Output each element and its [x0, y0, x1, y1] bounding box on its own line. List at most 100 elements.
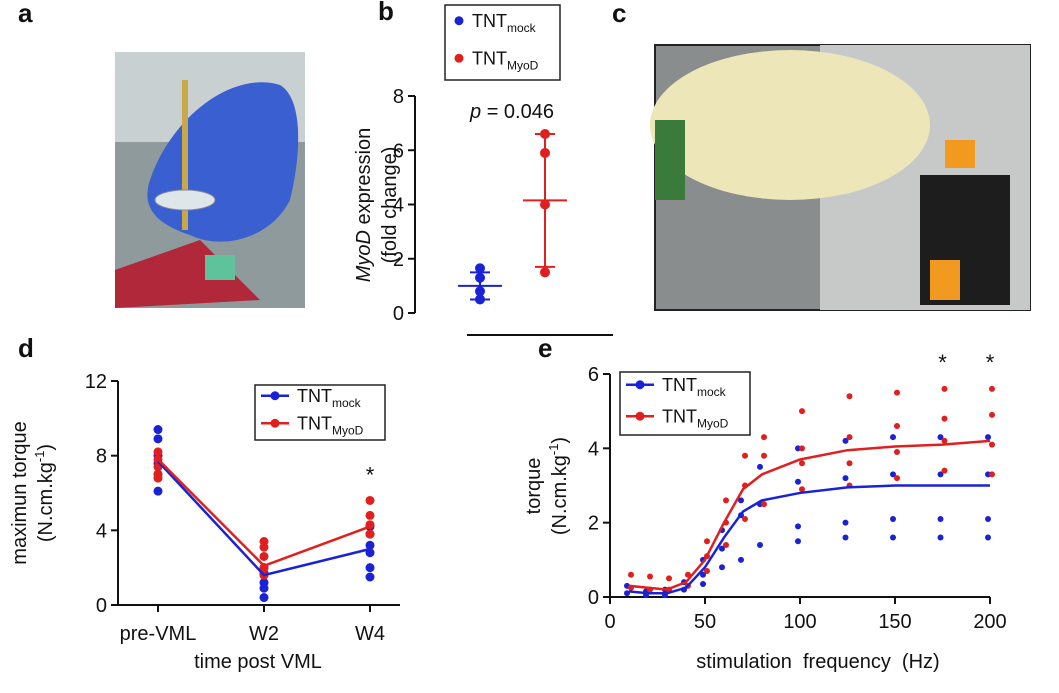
- data-point: [799, 408, 805, 415]
- data-point: [761, 452, 767, 459]
- y-axis-label-text: maximun torque: [9, 421, 31, 564]
- photo-a: [115, 52, 305, 308]
- data-point: [259, 542, 269, 552]
- y-tick-label: 12: [85, 371, 107, 393]
- data-point: [700, 580, 706, 587]
- x-tick-label: W2: [249, 623, 279, 645]
- panel-label: d: [18, 333, 34, 363]
- significance: *: [986, 350, 995, 375]
- data-point: [704, 567, 710, 574]
- p-value-italic: p: [469, 101, 481, 123]
- data-point: [985, 515, 991, 522]
- y-tick-label: 4: [588, 438, 599, 460]
- x-axis-label: time post VML: [194, 651, 322, 673]
- data-point: [937, 515, 944, 522]
- y-tick-label: 0: [588, 587, 599, 609]
- legend-name: TNT: [297, 386, 332, 406]
- x-tick-label: 50: [694, 611, 716, 633]
- legend-subscript: MyoD: [697, 416, 729, 430]
- data-point: [475, 272, 485, 283]
- photo-tube: [205, 255, 235, 280]
- y-axis-label-sup: -1: [32, 451, 47, 463]
- legend-marker: [635, 411, 645, 421]
- significance: *: [366, 462, 375, 487]
- panel-label: b: [378, 0, 394, 26]
- data-point: [540, 128, 550, 139]
- data-point: [890, 471, 896, 478]
- photo-tape: [930, 260, 960, 300]
- data-point: [365, 510, 375, 520]
- legend-marker: [454, 53, 464, 63]
- data-point: [799, 445, 805, 452]
- data-point: [894, 475, 900, 482]
- y-tick-label: 2: [393, 249, 404, 271]
- data-point: [799, 486, 805, 493]
- y-axis-label: (N.cm.kg-1): [32, 444, 57, 542]
- data-point: [842, 534, 849, 541]
- y-tick-label: 6: [588, 364, 599, 386]
- data-point: [937, 471, 944, 478]
- data-point: [365, 540, 375, 550]
- x-tick-label: 200: [973, 611, 1006, 633]
- photo-c: [650, 44, 1031, 311]
- x-axis-label: stimulation frequency (Hz): [696, 651, 939, 673]
- y-tick-label: 6: [393, 140, 404, 162]
- fit-curve: [628, 484, 990, 595]
- legend-label: TNTMyoD: [297, 413, 364, 437]
- legend-marker: [270, 418, 280, 428]
- y-axis-label-text: (N.cm.kg: [549, 455, 571, 535]
- x-tick-label: 0: [604, 611, 615, 633]
- data-point: [738, 497, 744, 504]
- photo-rat: [650, 50, 930, 200]
- data-point: [475, 286, 485, 297]
- p-value-text: = 0.046: [481, 101, 554, 123]
- data-point: [941, 415, 948, 422]
- y-axis-label: maximun torque: [9, 421, 31, 564]
- data-point: [937, 534, 944, 541]
- data-point: [842, 437, 849, 444]
- data-point: [989, 411, 995, 418]
- legend-name: TNT: [662, 375, 697, 395]
- data-point: [761, 434, 767, 441]
- y-tick-label: 4: [393, 195, 404, 217]
- y-axis-label-sup: -1: [546, 444, 561, 456]
- data-point: [742, 515, 748, 522]
- data-point: [890, 534, 896, 541]
- y-tick-label: 0: [96, 595, 107, 617]
- significance: *: [938, 350, 947, 375]
- y-axis-label: (N.cm.kg-1): [546, 437, 571, 535]
- legend-marker: [270, 391, 280, 401]
- data-point: [757, 541, 763, 548]
- data-point: [259, 583, 269, 593]
- data-point: [846, 434, 853, 441]
- fit-curve: [628, 439, 991, 591]
- data-point: [842, 475, 849, 482]
- y-tick-label: 8: [96, 446, 107, 468]
- data-point: [989, 385, 995, 392]
- data-point: [647, 573, 653, 580]
- legend-box: [444, 4, 561, 81]
- data-point: [723, 497, 729, 504]
- y-axis-label-end: ): [549, 437, 571, 444]
- p-value: p = 0.046: [469, 101, 554, 123]
- panel-label: a: [18, 0, 33, 28]
- y-tick-label: 0: [393, 303, 404, 325]
- legend-marker: [635, 380, 645, 390]
- legend-label: TNTmock: [472, 11, 537, 35]
- panel-label: e: [538, 333, 552, 363]
- data-point: [989, 441, 995, 448]
- y-tick-label: 2: [588, 513, 599, 535]
- data-point: [941, 467, 948, 474]
- mean-line: [157, 460, 371, 577]
- y-axis-label-text: (fold change): [379, 147, 401, 264]
- legend-label: TNTMyoD: [472, 48, 539, 72]
- data-point: [365, 495, 375, 505]
- y-axis-label: torque: [523, 458, 545, 515]
- legend-label: TNTMyoD: [662, 406, 729, 430]
- legend-name: TNT: [472, 11, 507, 31]
- data-point: [723, 541, 729, 548]
- y-axis-label-text: torque: [523, 458, 545, 515]
- legend-subscript: MyoD: [507, 58, 539, 72]
